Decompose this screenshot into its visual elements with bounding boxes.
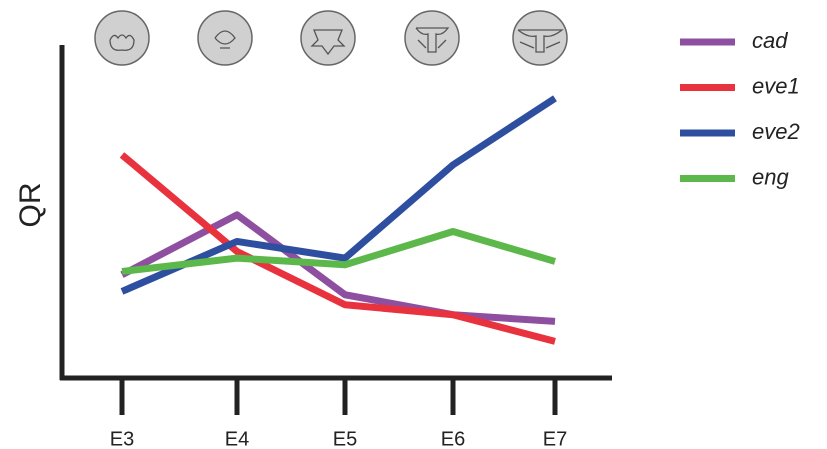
chart: QR E3 E4 E5 E6 E7 cad eve1 eve2 eng <box>0 0 827 449</box>
x-tick-label: E6 <box>441 428 465 449</box>
legend-label: eve1 <box>752 73 800 98</box>
legend-label: cad <box>752 28 788 53</box>
series-line <box>122 155 555 341</box>
legend-label: eve2 <box>752 119 800 144</box>
legend-label: eng <box>752 164 789 189</box>
x-tick-label: E3 <box>110 428 134 449</box>
x-tick-label: E7 <box>543 428 567 449</box>
x-tick-label: E5 <box>333 428 357 449</box>
x-tick-label: E4 <box>225 428 249 449</box>
embryo-icons <box>95 11 567 65</box>
y-axis-label: QR <box>14 183 47 228</box>
